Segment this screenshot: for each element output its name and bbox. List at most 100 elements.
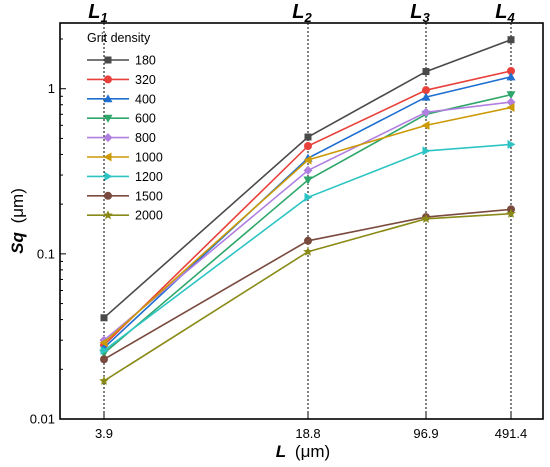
legend-swatch-marker [103,133,113,143]
data-point-1000-18.8 [303,155,312,165]
series-180 [100,36,515,322]
legend-label: 1000 [135,151,163,165]
top-label-L2: L2 [292,1,312,25]
data-point-2000-3.9 [99,375,109,385]
y-axis-title: Sq (μm) [8,188,27,254]
legend-swatch-marker [103,114,113,123]
series-line-2000 [103,212,512,382]
legend-label: 320 [135,73,156,87]
data-point-180-96.9 [422,68,430,76]
legend-item-400: 400 [87,92,156,106]
data-point-1200-18.8 [304,192,313,202]
legend-item-600: 600 [87,112,156,126]
data-point-1200-3.9 [100,345,109,355]
x-axis: 3.9 18.8 96.9 491.4 [95,413,527,441]
series-2000 [99,208,516,385]
data-point-1200-96.9 [422,146,431,156]
data-point-800-18.8 [303,165,313,175]
series-line-1000 [103,106,512,344]
top-label-main: L [495,1,507,23]
legend-item-180: 180 [87,54,156,68]
data-point-1500-3.9 [100,355,108,364]
legend-swatch-marker [104,56,112,64]
series-line-320 [103,70,512,346]
data-point-800-96.9 [421,107,431,117]
series-320 [100,67,515,350]
legend-title: Grit density [87,31,151,45]
data-point-600-18.8 [303,176,313,185]
x-tick-label: 491.4 [495,426,528,441]
data-point-2000-96.9 [421,213,431,223]
data-point-1000-3.9 [99,338,108,348]
data-point-180-3.9 [100,314,108,322]
data-point-600-491.4 [506,91,516,100]
data-point-320-96.9 [422,86,430,95]
data-point-1000-491.4 [506,102,515,112]
legend-swatch-marker [103,210,113,220]
legend-swatch-marker [103,152,112,162]
x-tick-label: 18.8 [295,426,320,441]
legend-item-1000: 1000 [87,151,163,165]
data-point-2000-18.8 [303,246,313,256]
data-point-1000-96.9 [421,120,430,130]
x-axis-symbol: L [276,442,286,461]
data-point-180-18.8 [304,133,312,141]
data-point-180-491.4 [507,36,515,44]
data-point-2000-491.4 [506,208,516,218]
legend-swatch-marker [104,191,112,200]
data-point-400-491.4 [506,72,516,81]
legend-label: 1200 [135,170,163,184]
legend-item-1200: 1200 [87,170,163,184]
y-tick-label: 0.1 [37,246,55,261]
series-1200 [100,139,516,355]
top-label-main: L [292,1,304,23]
series-line-1500 [103,208,512,360]
legend-label: 400 [135,92,156,106]
top-label-main: L [410,1,422,23]
x-axis-title: L (μm) [276,442,330,461]
top-label-L3: L3 [410,1,430,25]
series-1000 [99,102,515,348]
series-line-400 [103,76,512,349]
legend-label: 1500 [135,189,163,203]
series-line-1200 [103,143,512,352]
series-line-600 [103,93,512,354]
series-line-800 [103,101,512,341]
y-tick-label: 0.01 [30,412,55,427]
x-tick-label: 96.9 [413,426,438,441]
data-point-1500-18.8 [304,236,312,245]
legend-item-800: 800 [87,131,156,145]
y-axis: 0.01 0.1 1 [30,38,66,427]
data-point-1200-491.4 [507,139,516,149]
legend-label: 2000 [135,209,163,223]
y-axis-symbol: Sq [8,232,27,254]
legend-swatch-marker [104,75,112,84]
y-tick-label: 1 [48,81,55,96]
top-label-sub: 3 [422,10,430,25]
legend-item-2000: 2000 [87,209,163,223]
y-axis-unit: (μm) [8,188,27,223]
legend-swatch-marker [104,171,113,181]
top-label-sub: 4 [506,10,515,25]
series-layer [99,36,516,385]
top-label-sub: 1 [100,10,107,25]
plot-area [59,22,544,420]
legend-item-1500: 1500 [87,189,163,203]
data-point-320-18.8 [304,141,312,150]
top-label-L4: L4 [495,1,515,25]
data-point-320-491.4 [507,67,515,76]
x-tick-label: 3.9 [95,426,113,441]
legend-label: 800 [135,131,156,145]
top-label-L1: L1 [88,1,107,25]
top-label-main: L [88,1,100,23]
top-label-sub: 2 [303,10,312,25]
x-axis-unit: (μm) [295,442,330,461]
legend-swatch-marker [103,94,113,103]
top-labels: L1 L2 L3 L4 [88,1,515,25]
legend-item-320: 320 [87,73,156,87]
legend: Grit density 180 320 400 600 800 1000 1200 1500… [87,31,163,223]
data-point-400-96.9 [421,92,431,101]
series-line-180 [103,38,512,319]
legend-label: 180 [135,54,156,68]
